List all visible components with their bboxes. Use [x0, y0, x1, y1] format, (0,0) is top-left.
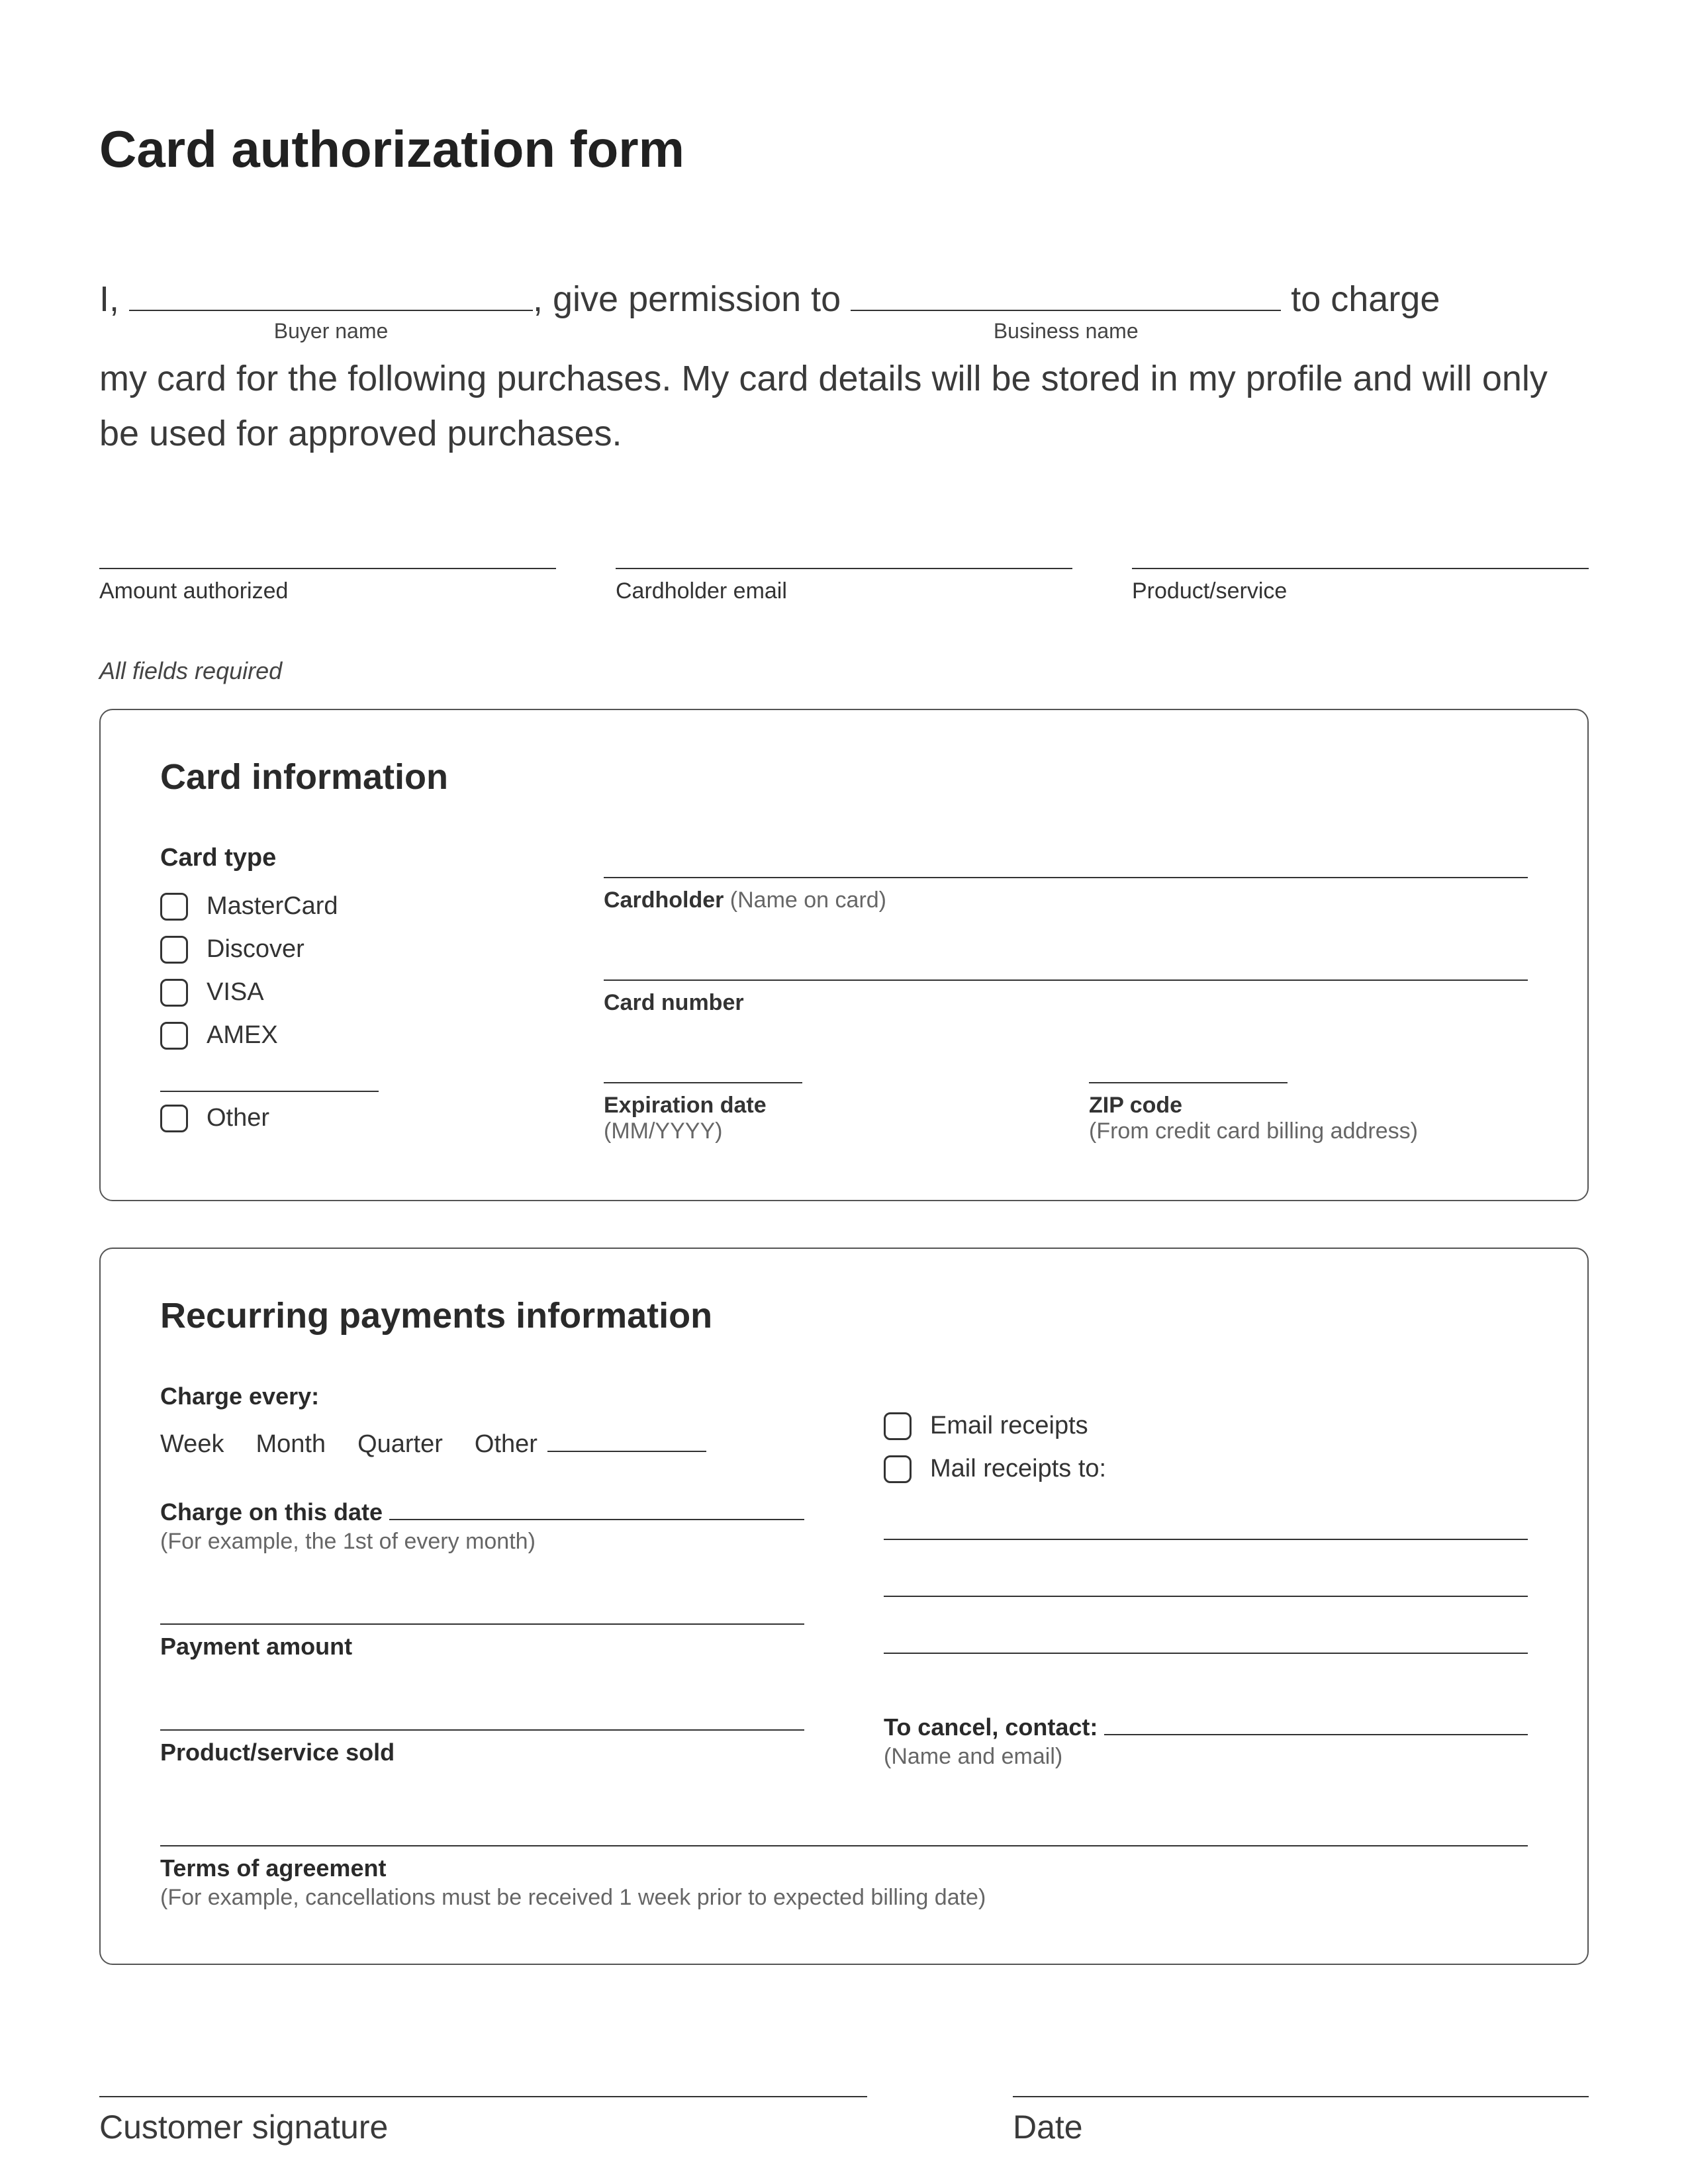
terms-hint: (For example, cancellations must be rece… [160, 1885, 1528, 1911]
charge-every-quarter[interactable]: Quarter [357, 1430, 443, 1459]
business-name-input[interactable]: Business name [851, 310, 1281, 311]
product-service-label: Product/service [1132, 578, 1589, 604]
card-number-label: Card number [604, 990, 1528, 1016]
charge-date-hint: (For example, the 1st of every month) [160, 1529, 804, 1555]
amount-authorized-label: Amount authorized [99, 578, 556, 604]
expiration-date-label: Expiration date [604, 1093, 1043, 1118]
checkbox-icon [160, 936, 188, 964]
cardholder-email-input[interactable] [616, 535, 1072, 569]
charge-date-input[interactable] [389, 1500, 804, 1520]
customer-signature-label: Customer signature [99, 2108, 867, 2146]
card-info-panel: Card information Card type MasterCard Di… [99, 709, 1589, 1201]
customer-signature-input[interactable] [99, 2058, 867, 2097]
card-number-input[interactable] [604, 946, 1528, 981]
signature-field: Customer signature [99, 2058, 867, 2146]
page-title: Card authorization form [99, 119, 1589, 179]
date-field: Date [1013, 2058, 1589, 2146]
date-input[interactable] [1013, 2058, 1589, 2097]
card-type-option-label: MasterCard [207, 892, 338, 921]
signature-row: Customer signature Date [99, 2058, 1589, 2146]
product-sold-input[interactable] [160, 1700, 804, 1731]
amount-authorized-input[interactable] [99, 535, 556, 569]
buyer-name-caption: Buyer name [274, 315, 389, 348]
card-type-amex[interactable]: AMEX [160, 1021, 544, 1050]
cardholder-email-label: Cardholder email [616, 578, 1072, 604]
checkbox-icon [160, 1105, 188, 1132]
mail-receipts-label: Mail receipts to: [930, 1455, 1106, 1483]
business-name-caption: Business name [994, 315, 1139, 348]
payment-amount-input[interactable] [160, 1594, 804, 1625]
mail-address-line-1[interactable] [884, 1510, 1528, 1540]
terms-input[interactable] [160, 1816, 1528, 1846]
charge-every-label: Charge every: [160, 1383, 804, 1410]
email-receipts-checkbox[interactable]: Email receipts [884, 1412, 1528, 1440]
zip-code-hint: (From credit card billing address) [1089, 1118, 1528, 1144]
charge-every-week[interactable]: Week [160, 1430, 224, 1459]
card-type-label: Card type [160, 844, 544, 872]
checkbox-icon [884, 1455, 912, 1483]
cancel-contact-input[interactable] [1104, 1715, 1528, 1735]
checkbox-icon [884, 1412, 912, 1440]
intro-suffix: to charge [1281, 279, 1440, 319]
card-info-heading: Card information [160, 756, 1528, 797]
mail-address-line-2[interactable] [884, 1567, 1528, 1597]
charge-every-other-wrap: Other [475, 1430, 706, 1459]
intro-block: I, Buyer name, give permission to Busine… [99, 272, 1589, 462]
page: Card authorization form I, Buyer name, g… [0, 0, 1688, 2184]
mail-address-line-3[interactable] [884, 1623, 1528, 1654]
charge-every-other-input[interactable] [547, 1433, 706, 1452]
card-type-other-input[interactable] [160, 1066, 379, 1092]
cardholder-email-field: Cardholder email [616, 535, 1072, 604]
cardholder-hint: (Name on card) [724, 887, 886, 913]
cardholder-name-label: Cardholder (Name on card) [604, 887, 1528, 913]
card-type-option-label: VISA [207, 978, 264, 1007]
card-type-option-label: Discover [207, 935, 305, 964]
charge-every-options: Week Month Quarter Other [160, 1430, 804, 1459]
buyer-name-input[interactable]: Buyer name [129, 310, 533, 311]
intro-mid: , give permission to [533, 279, 851, 319]
amount-authorized-field: Amount authorized [99, 535, 556, 604]
zip-code-label: ZIP code [1089, 1093, 1528, 1118]
product-service-input[interactable] [1132, 535, 1589, 569]
product-service-field: Product/service [1132, 535, 1589, 604]
zip-code-input[interactable] [1089, 1049, 1288, 1083]
product-sold-label: Product/service sold [160, 1739, 804, 1766]
mail-receipts-checkbox[interactable]: Mail receipts to: [884, 1455, 1528, 1483]
card-type-other[interactable]: Other [160, 1104, 544, 1132]
recurring-panel: Recurring payments information Charge ev… [99, 1248, 1589, 1965]
cardholder-label-text: Cardholder [604, 887, 724, 913]
email-receipts-label: Email receipts [930, 1412, 1088, 1440]
card-type-block: Card type MasterCard Discover VISA AMEX [160, 844, 544, 1147]
expiration-date-hint: (MM/YYYY) [604, 1118, 1043, 1144]
date-label: Date [1013, 2108, 1589, 2146]
top-fields-row: Amount authorized Cardholder email Produ… [99, 535, 1589, 604]
required-note: All fields required [99, 657, 1589, 685]
card-details-block: Cardholder (Name on card) Card number Ex… [604, 844, 1528, 1147]
terms-block: Terms of agreement (For example, cancell… [160, 1816, 1528, 1911]
cardholder-name-input[interactable] [604, 844, 1528, 878]
card-type-mastercard[interactable]: MasterCard [160, 892, 544, 921]
card-type-discover[interactable]: Discover [160, 935, 544, 964]
charge-every-month[interactable]: Month [256, 1430, 326, 1459]
charge-date-label: Charge on this date [160, 1498, 383, 1526]
card-type-visa[interactable]: VISA [160, 978, 544, 1007]
terms-label: Terms of agreement [160, 1854, 1528, 1882]
payment-amount-label: Payment amount [160, 1633, 804, 1661]
card-type-other-label: Other [207, 1104, 269, 1132]
checkbox-icon [160, 893, 188, 921]
expiration-date-input[interactable] [604, 1049, 802, 1083]
intro-prefix: I, [99, 279, 129, 319]
mail-address-block [884, 1510, 1528, 1654]
cancel-contact-hint: (Name and email) [884, 1744, 1528, 1770]
recurring-heading: Recurring payments information [160, 1295, 1528, 1336]
checkbox-icon [160, 979, 188, 1007]
charge-every-other-label[interactable]: Other [475, 1430, 538, 1458]
card-type-option-label: AMEX [207, 1021, 278, 1050]
checkbox-icon [160, 1022, 188, 1050]
intro-body: my card for the following purchases. My … [99, 351, 1589, 462]
cancel-contact-label: To cancel, contact: [884, 1713, 1098, 1741]
